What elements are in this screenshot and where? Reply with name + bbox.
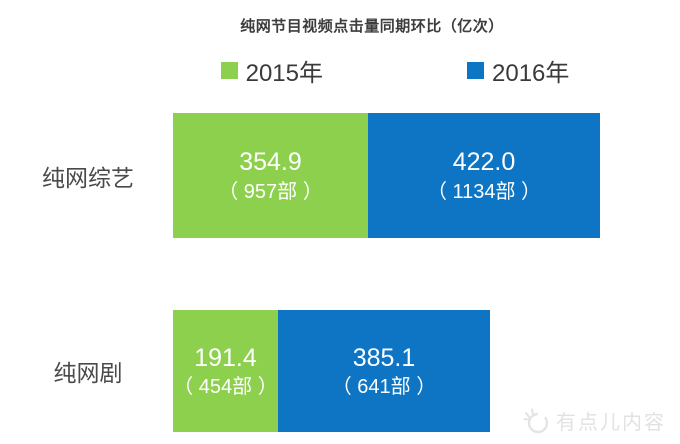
bar-count-2016-web-drama: （ 641部 ） xyxy=(331,376,437,399)
bar-2016-web-drama: 385.1 （ 641部 ） xyxy=(278,310,490,432)
bar-2016-web-variety: 422.0 （ 1134部 ） xyxy=(368,113,600,238)
bar-group-web-drama: 纯网剧 191.4 （ 454部 ） 385.1 （ 641部 ） xyxy=(0,310,680,432)
bar-value-2015-web-variety: 354.9 xyxy=(239,148,302,177)
bar-count-2015-web-drama: （ 454部 ） xyxy=(173,376,278,399)
bar-value-2016-web-variety: 422.0 xyxy=(452,148,516,177)
legend-label-2015: 2015年 xyxy=(245,60,323,87)
bar-value-2015-web-drama: 191.4 xyxy=(194,343,257,372)
bar-2015-web-variety: 354.9 （ 957部 ） xyxy=(173,113,368,238)
bars-web-variety: 354.9 （ 957部 ） 422.0 （ 1134部 ） xyxy=(173,113,600,238)
bar-count-2015-web-variety: （ 957部 ） xyxy=(218,180,323,203)
legend: 2015年 2016年 xyxy=(0,53,680,88)
chart-title: 纯网节目视频点击量同期环比（亿次） xyxy=(240,18,504,35)
legend-swatch-2016-icon xyxy=(467,62,484,79)
bar-group-web-variety: 纯网综艺 354.9 （ 957部 ） 422.0 （ 1134部 ） xyxy=(0,113,680,238)
bars-web-drama: 191.4 （ 454部 ） 385.1 （ 641部 ） xyxy=(173,310,490,432)
bar-2015-web-drama: 191.4 （ 454部 ） xyxy=(173,310,278,432)
watermark-logo-icon xyxy=(523,408,549,434)
watermark-text: 有点儿内容 xyxy=(556,412,666,434)
legend-label-2016: 2016年 xyxy=(492,60,570,87)
watermark: 有点儿内容 xyxy=(523,406,666,435)
bar-count-2016-web-variety: （ 1134部 ） xyxy=(426,180,542,203)
legend-item-2015: 2015年 xyxy=(220,53,323,88)
legend-item-2016: 2016年 xyxy=(467,53,569,88)
category-label-web-variety: 纯网综艺 xyxy=(42,164,134,191)
legend-swatch-2015-icon xyxy=(220,62,238,79)
bar-value-2016-web-drama: 385.1 xyxy=(352,343,416,372)
category-label-web-drama: 纯网剧 xyxy=(53,360,123,386)
